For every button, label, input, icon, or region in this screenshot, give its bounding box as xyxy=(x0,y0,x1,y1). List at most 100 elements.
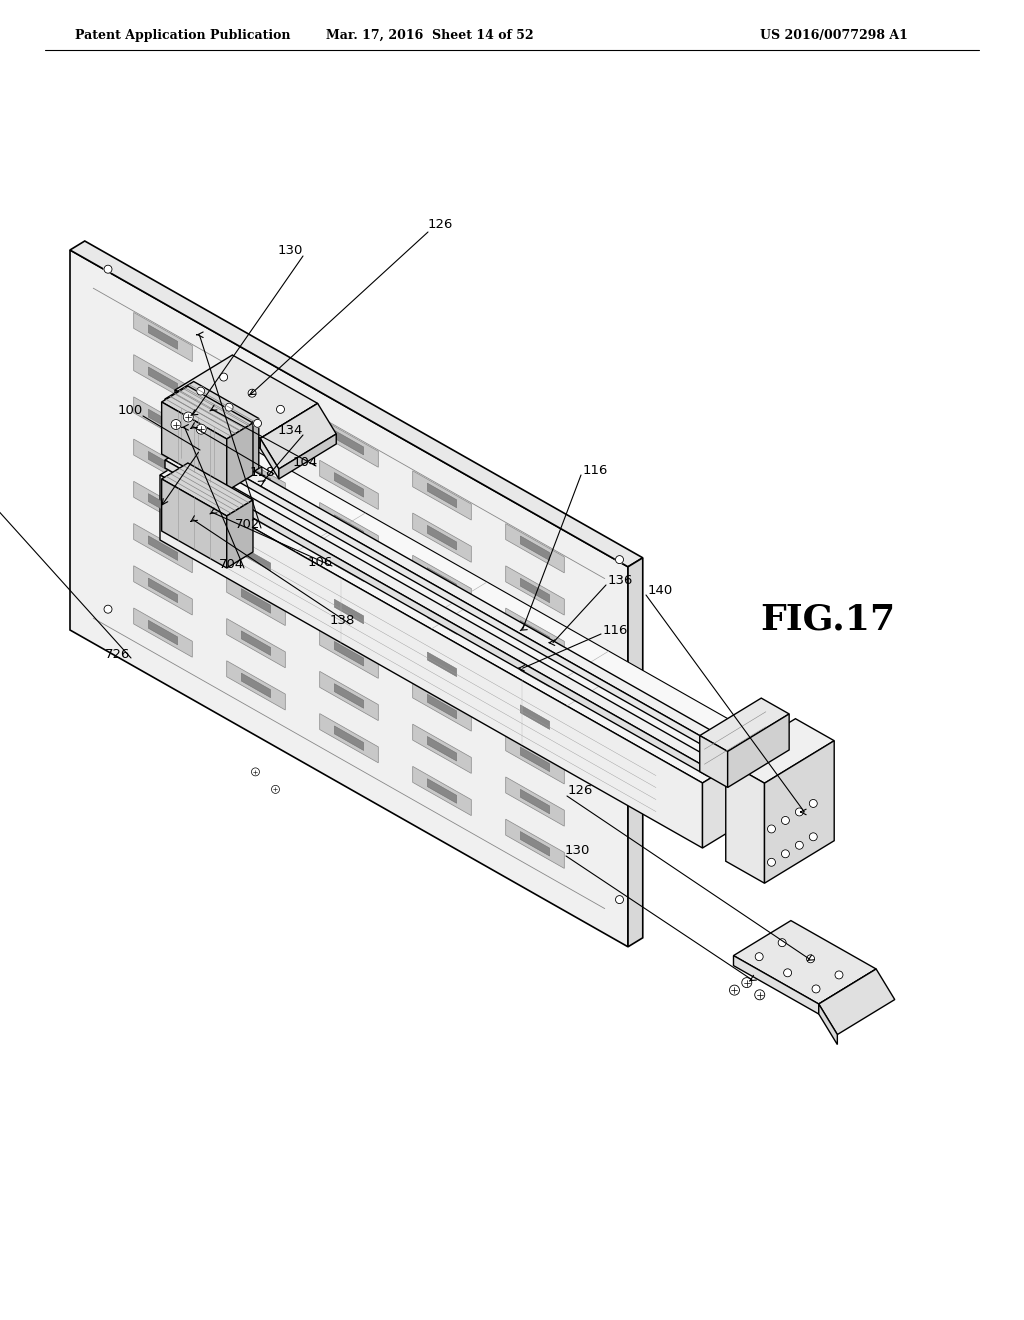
Polygon shape xyxy=(427,483,457,508)
Text: 116: 116 xyxy=(602,623,628,636)
Polygon shape xyxy=(506,777,564,826)
Text: 116: 116 xyxy=(583,463,607,477)
Polygon shape xyxy=(203,469,689,750)
Polygon shape xyxy=(733,920,877,1005)
Text: 704: 704 xyxy=(219,558,245,572)
Polygon shape xyxy=(427,779,457,804)
Polygon shape xyxy=(520,832,550,857)
Polygon shape xyxy=(134,609,193,657)
Polygon shape xyxy=(699,698,790,751)
Polygon shape xyxy=(226,500,253,568)
Polygon shape xyxy=(226,408,286,457)
Polygon shape xyxy=(226,535,286,583)
Circle shape xyxy=(104,265,112,273)
Polygon shape xyxy=(242,462,270,487)
Polygon shape xyxy=(230,418,259,486)
Polygon shape xyxy=(335,642,364,667)
Polygon shape xyxy=(413,682,471,731)
Polygon shape xyxy=(506,735,564,784)
Polygon shape xyxy=(165,459,708,776)
Polygon shape xyxy=(134,524,193,573)
Text: Patent Application Publication: Patent Application Publication xyxy=(75,29,291,41)
Polygon shape xyxy=(689,721,730,750)
Polygon shape xyxy=(728,714,790,788)
Polygon shape xyxy=(148,367,177,392)
Polygon shape xyxy=(242,504,270,529)
Circle shape xyxy=(778,939,786,946)
Polygon shape xyxy=(260,404,336,469)
Text: FIG.17: FIG.17 xyxy=(760,603,895,638)
Polygon shape xyxy=(165,399,230,486)
Circle shape xyxy=(220,374,227,381)
Polygon shape xyxy=(203,444,730,746)
Polygon shape xyxy=(242,589,270,614)
Polygon shape xyxy=(279,434,336,479)
Text: 104: 104 xyxy=(293,455,317,469)
Polygon shape xyxy=(226,577,286,626)
Polygon shape xyxy=(134,566,193,615)
Text: 100: 100 xyxy=(118,404,142,417)
Polygon shape xyxy=(520,536,550,561)
Circle shape xyxy=(225,403,233,412)
Polygon shape xyxy=(628,558,643,946)
Polygon shape xyxy=(319,714,378,763)
Polygon shape xyxy=(70,242,643,566)
Circle shape xyxy=(254,420,261,428)
Circle shape xyxy=(783,969,792,977)
Polygon shape xyxy=(162,385,253,440)
Polygon shape xyxy=(148,409,177,434)
Polygon shape xyxy=(819,969,877,1014)
Circle shape xyxy=(615,556,624,564)
Polygon shape xyxy=(702,755,748,847)
Polygon shape xyxy=(708,734,718,748)
Polygon shape xyxy=(506,566,564,615)
Polygon shape xyxy=(162,403,226,491)
Polygon shape xyxy=(506,524,564,573)
Polygon shape xyxy=(335,557,364,582)
Polygon shape xyxy=(165,381,259,436)
Polygon shape xyxy=(242,673,270,698)
Text: Mar. 17, 2016  Sheet 14 of 52: Mar. 17, 2016 Sheet 14 of 52 xyxy=(327,29,534,41)
Polygon shape xyxy=(242,378,270,403)
Polygon shape xyxy=(260,438,279,479)
Polygon shape xyxy=(819,969,895,1035)
Polygon shape xyxy=(148,536,177,561)
Polygon shape xyxy=(520,789,550,814)
Polygon shape xyxy=(160,475,702,847)
Polygon shape xyxy=(134,440,193,488)
Circle shape xyxy=(807,954,814,962)
Polygon shape xyxy=(148,578,177,603)
Polygon shape xyxy=(165,454,718,768)
Polygon shape xyxy=(175,389,260,449)
Circle shape xyxy=(835,972,843,979)
Text: 726: 726 xyxy=(105,648,131,661)
Polygon shape xyxy=(520,620,550,645)
Polygon shape xyxy=(427,694,457,719)
Polygon shape xyxy=(520,663,550,688)
Polygon shape xyxy=(226,492,286,541)
Polygon shape xyxy=(335,515,364,540)
Circle shape xyxy=(767,825,775,833)
Polygon shape xyxy=(148,325,177,350)
Polygon shape xyxy=(335,599,364,624)
Polygon shape xyxy=(506,693,564,742)
Polygon shape xyxy=(413,556,471,605)
Polygon shape xyxy=(506,651,564,700)
Circle shape xyxy=(248,389,256,397)
Polygon shape xyxy=(242,631,270,656)
Circle shape xyxy=(741,978,752,987)
Polygon shape xyxy=(70,249,628,946)
Polygon shape xyxy=(319,630,378,678)
Circle shape xyxy=(104,605,112,614)
Polygon shape xyxy=(260,404,317,449)
Circle shape xyxy=(796,808,804,816)
Polygon shape xyxy=(765,741,835,883)
Polygon shape xyxy=(520,705,550,730)
Circle shape xyxy=(183,412,194,422)
Polygon shape xyxy=(134,482,193,531)
Polygon shape xyxy=(335,473,364,498)
Circle shape xyxy=(615,895,624,904)
Polygon shape xyxy=(148,494,177,519)
Polygon shape xyxy=(134,397,193,446)
Circle shape xyxy=(271,785,280,793)
